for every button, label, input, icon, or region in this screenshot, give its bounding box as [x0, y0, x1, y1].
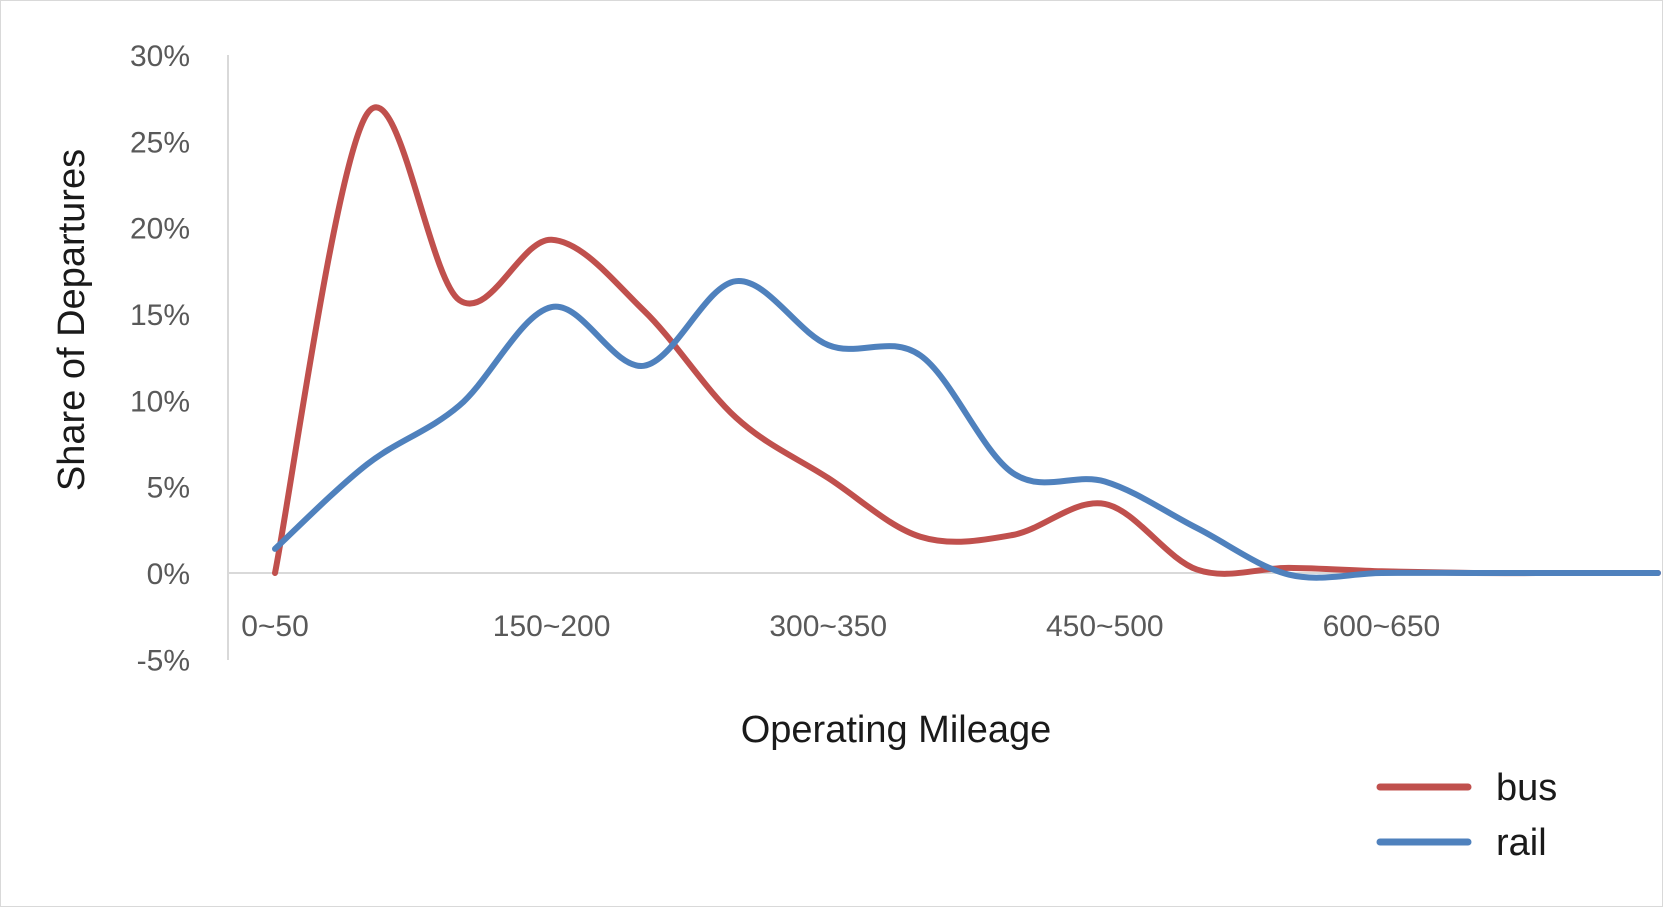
y-tick-label: 15% — [130, 299, 190, 332]
legend: bus rail — [1376, 767, 1557, 864]
series-line-rail — [272, 278, 1661, 581]
y-tick-label: 30% — [130, 40, 190, 73]
x-tick-label: 450~500 — [1046, 610, 1164, 643]
y-tick-label: 25% — [130, 126, 190, 159]
series-line-bus — [272, 104, 1661, 577]
x-tick-labels: 0~50 150~200 300~350 450~500 600~650 — [241, 610, 1440, 643]
x-tick-label: 150~200 — [493, 610, 611, 643]
x-tick-label: 300~350 — [769, 610, 887, 643]
x-axis-title: Operating Mileage — [741, 709, 1052, 751]
legend-label-bus: bus — [1496, 767, 1557, 809]
y-tick-label: 0% — [147, 558, 190, 591]
x-tick-label: 600~650 — [1323, 610, 1441, 643]
legend-label-rail: rail — [1496, 822, 1547, 864]
y-tick-label: 20% — [130, 213, 190, 246]
y-tick-label: 10% — [130, 385, 190, 418]
y-axis-title: Share of Departures — [51, 149, 93, 491]
y-tick-labels: -5% 0% 5% 10% 15% 20% 25% 30% — [130, 40, 190, 677]
y-tick-label: 5% — [147, 472, 190, 505]
series-lines — [272, 104, 1661, 581]
x-tick-label: 0~50 — [241, 610, 309, 643]
y-tick-label: -5% — [137, 644, 190, 677]
